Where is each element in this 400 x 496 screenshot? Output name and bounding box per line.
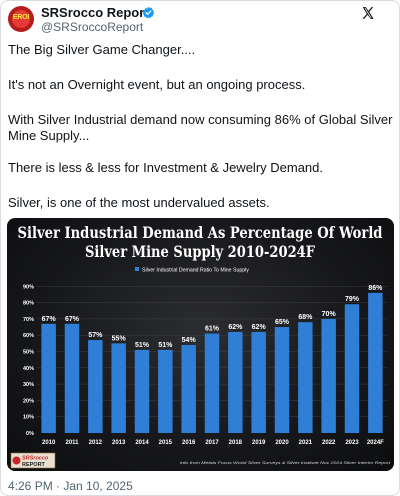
data-label: 67% [42,316,57,323]
avatar-badge [12,10,30,28]
bar [368,292,383,433]
x-tick-label: 2022 [322,440,336,446]
bar [204,333,220,433]
bar [88,340,103,433]
data-label: 67% [65,316,80,323]
x-tick-label: 2024F [367,440,384,446]
x-tick-label: 2010 [42,440,56,446]
bar [321,318,336,433]
bar [111,343,126,433]
source-note: info from Metals Focus World Silver Surv… [180,460,391,465]
x-tick-label: 2018 [229,440,243,446]
author-handle[interactable]: @SRSroccoReport [41,20,144,34]
data-label: 86% [368,285,383,292]
data-label: 61% [205,326,220,333]
data-label: 62% [252,324,267,331]
x-tick-label: 2015 [159,440,173,446]
tweet-paragraph: With Silver Industrial demand now consum… [8,112,393,143]
tweet-paragraph: The Big Silver Game Changer.... [8,42,196,57]
bar-chart: Silver Industrial Demand As Percentage O… [10,223,391,469]
x-tick-label: 2013 [112,440,126,446]
x-tick-label: 2017 [205,440,219,446]
verified-badge-icon [142,6,155,19]
tweet-paragraph: Silver, is one of the most undervalued a… [8,195,270,210]
bar [64,323,80,433]
x-tick-label: 2011 [65,440,79,446]
chart-image[interactable]: Silver Industrial Demand As Percentage O… [7,218,394,471]
data-label: 62% [228,324,243,331]
chart-title-line-1: Silver Industrial Demand As Percentage O… [18,223,383,242]
x-tick-label: 2012 [89,440,103,446]
data-label: 68% [298,314,313,321]
y-tick-label: 20% [23,398,34,404]
bar [251,331,266,433]
y-tick-label: 90% [23,284,34,290]
data-label: 51% [135,342,150,349]
x-tick-label: 2014 [135,440,149,446]
bar [274,327,290,433]
data-label: 54% [182,337,197,344]
x-logo-icon[interactable] [361,6,375,20]
y-tick-label: 0% [26,431,34,437]
bar [228,331,243,433]
avatar-text: EROI [12,14,30,21]
y-tick-label: 50% [23,350,34,356]
chart-title-line-2: Silver Mine Supply 2010-2024F [85,242,315,261]
bar [298,322,313,433]
bar [41,323,56,433]
legend-swatch [135,267,139,271]
y-tick-label: 80% [23,301,34,307]
tweet-paragraph: There is less & less for Investment & Je… [8,160,324,175]
author-name[interactable]: SRSrocco Report [41,5,149,20]
avatar[interactable]: EROI [8,6,34,32]
data-label: 51% [158,342,173,349]
data-label: 79% [345,296,360,303]
bar [134,349,150,433]
logo-box [10,452,56,469]
y-tick-label: 70% [23,317,34,323]
tweet-timestamp[interactable]: 4:26 PM · Jan 10, 2025 [8,479,133,493]
bar [158,349,173,433]
y-tick-label: 60% [23,333,34,339]
x-tick-label: 2019 [252,440,266,446]
data-label: 65% [275,319,290,326]
bar [181,344,196,433]
y-tick-label: 30% [23,382,34,388]
data-label: 57% [88,332,103,339]
logo-emblem-icon [12,456,21,465]
data-label: 70% [322,311,337,318]
x-tick-label: 2020 [275,440,289,446]
x-tick-label: 2021 [299,440,313,446]
data-label: 55% [112,335,127,342]
legend-label: Silver Industrial Demand Ratio To Mine S… [142,268,249,274]
logo-text-line-2: REPORT [22,462,46,468]
bar [344,304,360,433]
logo-text-line-1: SRSrocco [22,456,49,462]
x-tick-label: 2016 [182,440,196,446]
y-tick-label: 40% [23,366,34,372]
tweet-header: EROI SRSrocco Report @SRSroccoReport [1,1,399,41]
x-tick-label: 2023 [345,440,359,446]
y-tick-label: 10% [23,415,34,421]
tweet-paragraph: It's not an Overnight event, but an ongo… [8,77,306,92]
